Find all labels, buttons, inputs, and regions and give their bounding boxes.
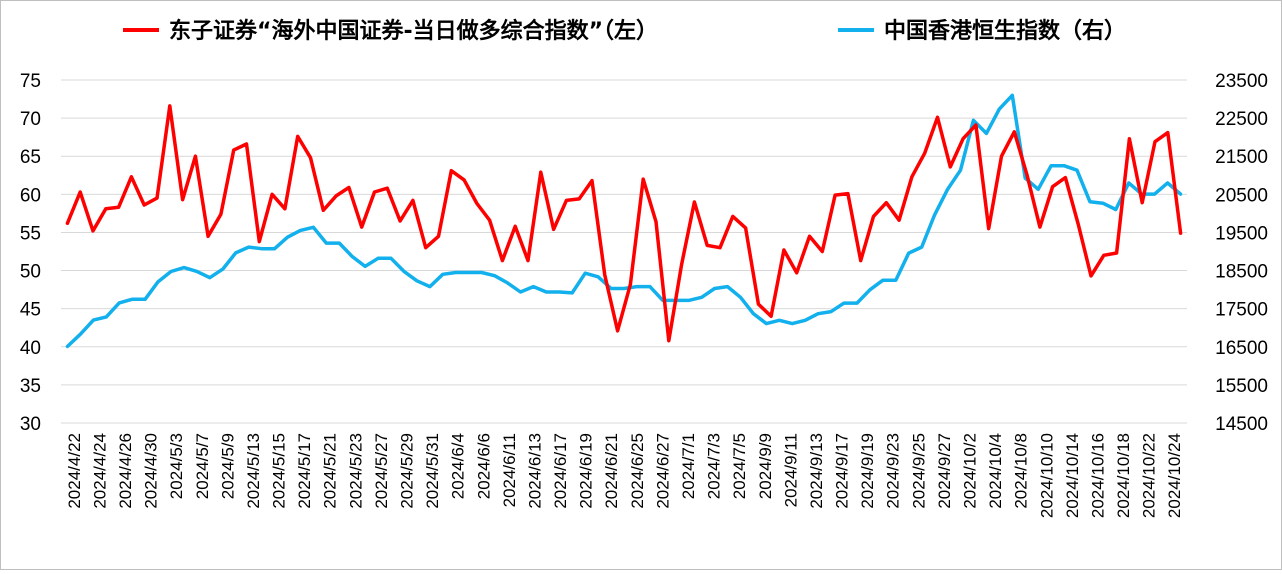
right-axis-ticks: 14500 15500 16500 17500 18500 19500 20500 21500… — [1215, 71, 1268, 435]
right-tick-label: 19500 — [1215, 223, 1268, 244]
x-tick-label: 2024/10/14 — [1063, 433, 1082, 518]
left-tick-label: 50 — [20, 262, 41, 283]
x-tick-label: 2024/9/25 — [909, 433, 928, 509]
x-tick-label: 2024/4/26 — [116, 433, 135, 509]
x-tick-label: 2024/6/11 — [500, 433, 519, 507]
right-tick-label: 16500 — [1215, 338, 1268, 359]
series-layer — [65, 93, 1183, 349]
series-line-left — [65, 104, 1183, 343]
x-tick-label: 2024/4/30 — [142, 433, 161, 509]
x-tick-label: 2024/7/3 — [705, 433, 724, 499]
left-tick-label: 60 — [20, 185, 41, 206]
x-tick-label: 2024/5/7 — [193, 433, 212, 499]
left-tick-label: 75 — [20, 71, 41, 92]
x-tick-label: 2024/5/31 — [423, 433, 442, 509]
x-tick-label: 2024/4/22 — [65, 433, 84, 509]
x-tick-label: 2024/9/27 — [935, 433, 954, 509]
x-tick-label: 2024/9/13 — [807, 433, 826, 509]
left-tick-label: 30 — [20, 414, 41, 435]
x-tick-label: 2024/10/18 — [1114, 433, 1133, 518]
legend: 东子证券“海外中国证券-当日做多综合指数”（左） 中国香港恒生指数（右） — [123, 18, 1126, 44]
x-tick-label: 2024/9/17 — [833, 433, 852, 509]
legend-item-right-series: 中国香港恒生指数（右） — [838, 18, 1126, 44]
right-tick-label: 14500 — [1215, 414, 1268, 435]
x-tick-label: 2024/9/9 — [756, 433, 775, 499]
x-tick-label: 2024/6/19 — [577, 433, 596, 509]
x-tick-label: 2024/5/15 — [270, 433, 289, 509]
x-tick-label: 2024/5/17 — [295, 433, 314, 509]
x-tick-label: 2024/10/24 — [1165, 433, 1184, 518]
x-tick-label: 2024/6/4 — [449, 433, 468, 499]
x-tick-label: 2024/10/22 — [1140, 433, 1159, 518]
right-tick-label: 17500 — [1215, 300, 1268, 321]
legend-label-right-series: 中国香港恒生指数（右） — [884, 18, 1126, 44]
x-tick-label: 2024/6/6 — [474, 433, 493, 499]
x-tick-label: 2024/10/16 — [1088, 433, 1107, 518]
right-tick-label: 22500 — [1215, 109, 1268, 130]
x-tick-label: 2024/10/2 — [960, 433, 979, 509]
x-tick-label: 2024/9/11 — [781, 433, 800, 507]
right-tick-label: 23500 — [1215, 71, 1268, 92]
x-tick-label: 2024/4/24 — [90, 433, 109, 509]
x-tick-label: 2024/5/23 — [346, 433, 365, 509]
left-tick-label: 40 — [20, 338, 41, 359]
x-tick-label: 2024/9/23 — [884, 433, 903, 509]
x-tick-label: 2024/10/8 — [1012, 433, 1031, 509]
x-tick-label: 2024/5/27 — [372, 433, 391, 509]
legend-label-left-series: 东子证券“海外中国证券-当日做多综合指数”（左） — [169, 18, 658, 44]
x-tick-label: 2024/6/25 — [628, 433, 647, 509]
x-tick-label: 2024/7/1 — [679, 433, 698, 499]
x-tick-label: 2024/6/27 — [653, 433, 672, 509]
x-tick-label: 2024/5/21 — [321, 433, 340, 509]
x-tick-label: 2024/10/10 — [1037, 433, 1056, 518]
left-tick-label: 70 — [20, 109, 41, 130]
left-axis-ticks: 30 35 40 45 50 55 60 65 70 75 — [20, 71, 41, 435]
left-tick-label: 65 — [20, 147, 41, 168]
x-tick-label: 2024/5/3 — [167, 433, 186, 499]
right-tick-label: 21500 — [1215, 147, 1268, 168]
x-tick-label: 2024/9/19 — [858, 433, 877, 509]
right-tick-label: 20500 — [1215, 185, 1268, 206]
x-tick-label: 2024/5/13 — [244, 433, 263, 509]
x-axis-ticks: 2024/4/22 2024/4/24 2024/4/26 2024/4/30 2024… — [65, 433, 1184, 518]
x-tick-label: 2024/5/29 — [397, 433, 416, 509]
right-tick-label: 18500 — [1215, 262, 1268, 283]
x-tick-label: 2024/6/21 — [602, 433, 621, 509]
x-tick-label: 2024/7/5 — [730, 433, 749, 499]
left-tick-label: 45 — [20, 300, 41, 321]
right-tick-label: 15500 — [1215, 376, 1268, 397]
x-tick-label: 2024/6/13 — [525, 433, 544, 509]
x-tick-label: 2024/6/17 — [551, 433, 570, 509]
left-tick-label: 35 — [20, 376, 41, 397]
x-tick-label: 2024/5/9 — [218, 433, 237, 499]
legend-item-left-series: 东子证券“海外中国证券-当日做多综合指数”（左） — [123, 18, 658, 44]
x-tick-label: 2024/10/4 — [986, 433, 1005, 509]
series-line-right — [65, 93, 1183, 349]
left-tick-label: 55 — [20, 223, 41, 244]
